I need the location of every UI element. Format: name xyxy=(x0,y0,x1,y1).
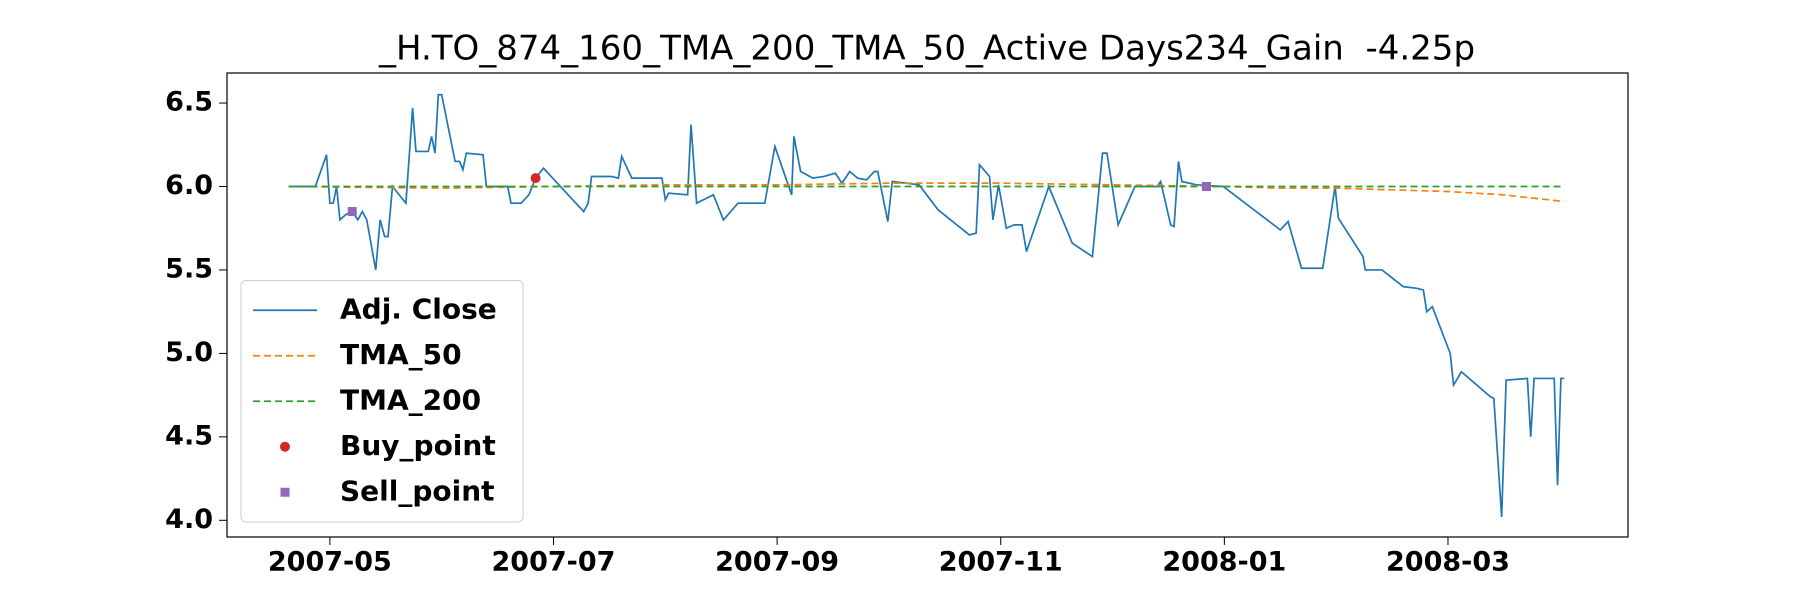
x-tick-label: 2007-07 xyxy=(492,547,616,578)
y-tick-label: 5.5 xyxy=(165,253,213,284)
legend: Adj. Close TMA_50 TMA_200 Buy_point Sell_poi… xyxy=(240,280,524,523)
buy-marker xyxy=(530,173,541,184)
x-tick-label: 2007-05 xyxy=(268,547,392,578)
legend-label: Buy_point xyxy=(340,429,496,462)
x-tick-label: 2007-11 xyxy=(939,547,1063,578)
legend-label: TMA_50 xyxy=(340,338,462,371)
y-tick-label: 4.0 xyxy=(165,504,213,535)
y-tick-label: 6.5 xyxy=(165,87,213,118)
legend-box xyxy=(240,280,524,523)
sell-marker xyxy=(347,207,357,217)
legend-label: TMA_200 xyxy=(340,383,481,416)
legend-label: Sell_point xyxy=(340,474,495,507)
sell-marker xyxy=(1201,181,1211,191)
y-tick-label: 5.0 xyxy=(165,337,213,368)
series-line xyxy=(288,93,1565,518)
x-tick-label: 2007-09 xyxy=(715,547,839,578)
legend-marker xyxy=(280,487,290,497)
plot-frame xyxy=(226,72,1629,538)
x-tick-label: 2008-03 xyxy=(1386,547,1510,578)
y-tick-label: 4.5 xyxy=(165,420,213,451)
legend-marker xyxy=(280,441,290,452)
x-tick-label: 2008-01 xyxy=(1162,547,1286,578)
y-tick-label: 6.0 xyxy=(165,170,213,201)
chart-title: _H.TO_874_160_TMA_200_TMA_50_Active Days… xyxy=(378,29,1475,69)
legend-label: Adj. Close xyxy=(340,292,497,325)
